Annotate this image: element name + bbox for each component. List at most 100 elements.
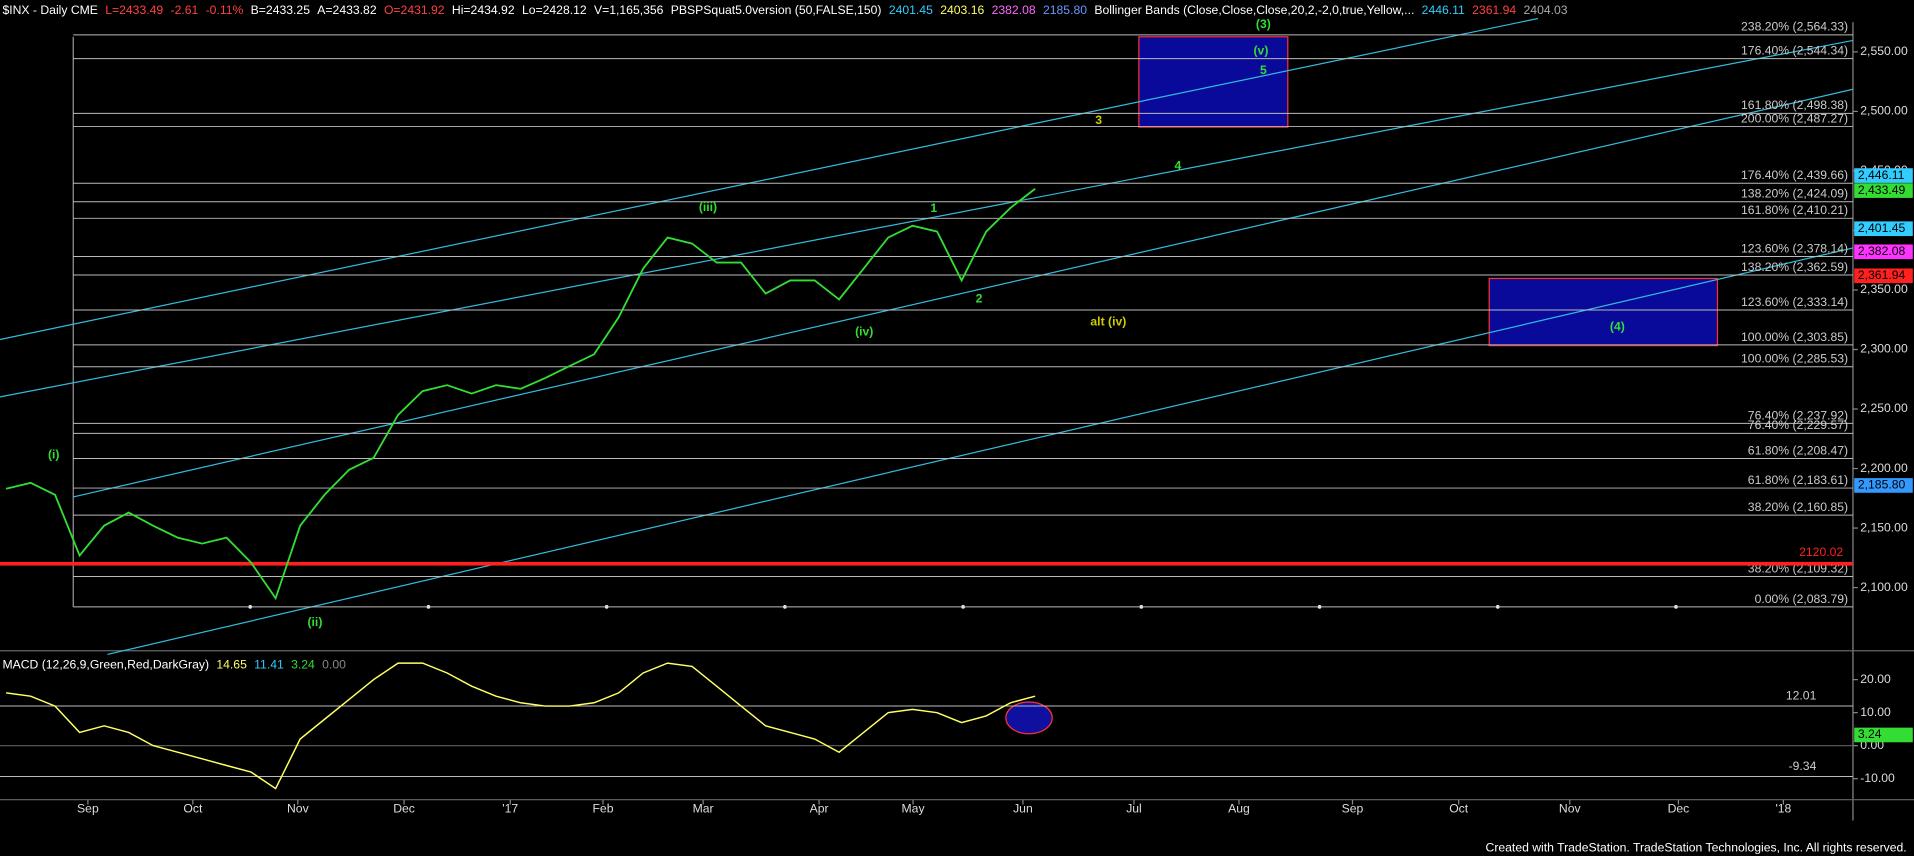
header-item: B=2433.25: [251, 3, 311, 17]
header-item: A=2433.82: [317, 3, 377, 17]
x-tick-label: Mar: [693, 802, 714, 816]
x-tick-label: Sep: [1342, 802, 1364, 816]
header-item: 2382.08: [992, 3, 1036, 17]
price-marker-label: 2,185.80: [1858, 478, 1906, 492]
x-tick-label: May: [902, 802, 926, 816]
price-marker: [1854, 168, 1913, 183]
fib-label: 61.80% (2,208.47): [1748, 443, 1848, 457]
fib-label: 176.40% (2,544.34): [1741, 44, 1848, 58]
macd-marker: [1854, 727, 1913, 743]
price-line: [5, 188, 1036, 601]
y-tick-label: 2,200.00: [1860, 461, 1908, 475]
macd-y-tick-label: -10.00: [1860, 771, 1895, 785]
channel-line: [107, 247, 1854, 656]
macd-level-label: -9.34: [1789, 759, 1817, 773]
channel-line: [0, 17, 1539, 341]
header: $INX - Daily CME L=2433.49 -2.61 -0.11% B=24…: [2, 3, 1567, 17]
fib-label: 138.20% (2,424.09): [1741, 187, 1848, 201]
wave-label: alt (iv): [1090, 315, 1126, 329]
price-marker-label: 2,401.45: [1858, 221, 1906, 235]
wave-label: 3: [1095, 113, 1102, 127]
target-box: [1488, 277, 1719, 347]
y-tick-label: 2,300.00: [1860, 342, 1908, 356]
wave-label: (v): [1253, 44, 1268, 58]
wave-label: 4: [1175, 158, 1182, 172]
fib-label: 161.80% (2,498.38): [1741, 98, 1848, 112]
header-item: Hi=2434.92: [452, 3, 515, 17]
header-item: Lo=2428.12: [522, 3, 587, 17]
y-tick-label: 2,150.00: [1860, 520, 1908, 534]
x-tick-label: Nov: [287, 802, 310, 816]
fib-label: 123.60% (2,378.14): [1741, 241, 1848, 255]
wave-label: 5: [1260, 63, 1267, 77]
x-tick-label: Aug: [1228, 802, 1250, 816]
channel-line: [73, 88, 1854, 498]
x-tick-label: Jul: [1126, 802, 1142, 816]
header-item: $INX - Daily CME: [2, 3, 97, 17]
fib-label: 100.00% (2,303.85): [1741, 330, 1848, 344]
y-tick-label: 2,350.00: [1860, 282, 1908, 296]
x-tick-label: Nov: [1559, 802, 1582, 816]
price-marker: [1854, 221, 1913, 237]
header-item: MACD (12,26,9,Green,Red,DarkGray): [2, 658, 209, 672]
x-tick-label: Feb: [592, 802, 613, 816]
header-item: 11.41: [254, 658, 284, 672]
price-marker-label: 2,382.08: [1858, 244, 1906, 258]
fib-label: 0.00% (2,083.79): [1755, 592, 1849, 606]
highlight-ellipse: [1005, 701, 1053, 735]
macd-marker-label: 3.24: [1858, 727, 1882, 741]
fib-label: 61.80% (2,183.61): [1748, 473, 1848, 487]
x-tick-label: '18: [1775, 802, 1791, 816]
price-marker: [1854, 183, 1913, 198]
x-tick-label: Dec: [1668, 802, 1690, 816]
header-item: -2.61: [171, 3, 199, 17]
fib-label: 238.20% (2,564.33): [1741, 20, 1848, 34]
y-tick-label: 2,550.00: [1860, 44, 1908, 58]
header-item: V=1,165,356: [594, 3, 664, 17]
fib-label: 100.00% (2,285.53): [1741, 352, 1848, 366]
macd-y-tick-label: 20.00: [1860, 672, 1891, 686]
header-item: 2446.11: [1422, 3, 1465, 17]
header-item: L=2433.49: [105, 3, 163, 17]
wave-label: (4): [1610, 320, 1625, 334]
wave-label: (ii): [307, 615, 322, 629]
target-box: [1138, 36, 1289, 128]
fib-label: 200.00% (2,487.27): [1741, 111, 1848, 125]
fib-label: 138.20% (2,362.59): [1741, 260, 1848, 274]
y-tick-label: 2,500.00: [1860, 104, 1908, 118]
x-tick-label: Oct: [183, 802, 203, 816]
header-item: 14.65: [216, 658, 247, 672]
price-marker: [1854, 244, 1913, 260]
y-tick-label: 2,250.00: [1860, 401, 1908, 415]
header-item: Bollinger Bands (Close,Close,Close,20,2,…: [1094, 3, 1414, 17]
x-tick-label: Jun: [1013, 802, 1033, 816]
wave-label: (iii): [699, 200, 717, 214]
macd-y-tick-label: 10.00: [1860, 705, 1891, 719]
header-item: 2361.94: [1472, 3, 1516, 17]
header-item: O=2431.92: [384, 3, 445, 17]
footer: Created with TradeStation. TradeStation …: [1486, 841, 1907, 855]
fib-label: 176.40% (2,439.66): [1741, 168, 1848, 182]
header-item: 2185.80: [1043, 3, 1087, 17]
y-tick-label: 2,100.00: [1860, 580, 1908, 594]
x-tick-label: Apr: [810, 802, 829, 816]
macd-line: [6, 662, 1036, 790]
fib-label: 123.60% (2,333.14): [1741, 295, 1848, 309]
fib-label: 76.40% (2,237.92): [1748, 408, 1848, 422]
support-label: 2120.02: [1799, 545, 1843, 559]
header-item: 0.00: [322, 658, 346, 672]
fib-label: 38.20% (2,160.85): [1748, 500, 1848, 514]
header-item: -0.11%: [206, 3, 244, 17]
macd-level-label: 12.01: [1786, 688, 1817, 702]
price-marker-label: 2,361.94: [1858, 268, 1906, 282]
x-tick-label: '17: [502, 802, 518, 816]
x-tick-label: Oct: [1449, 802, 1469, 816]
x-tick-label: Sep: [77, 802, 99, 816]
wave-label: (i): [48, 448, 60, 462]
wave-label: (3): [1256, 17, 1271, 31]
price-marker-label: 2,446.11: [1858, 168, 1905, 182]
header-item: 2404.03: [1524, 3, 1568, 17]
wave-label: (iv): [855, 324, 873, 338]
header-item: 2401.45: [889, 3, 933, 17]
